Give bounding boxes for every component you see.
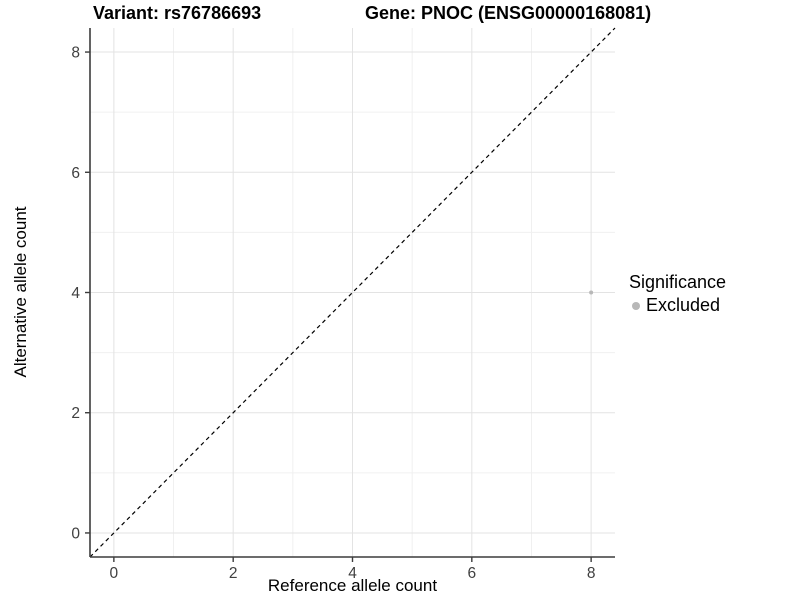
plot-title-gene: Gene: PNOC (ENSG00000168081) <box>365 3 652 23</box>
x-tick-label: 0 <box>110 565 119 582</box>
y-tick-label: 4 <box>71 285 80 302</box>
y-axis-title: Alternative allele count <box>11 206 30 378</box>
legend-title: Significance <box>629 272 727 292</box>
y-tick-label: 6 <box>71 165 80 182</box>
data-point <box>589 290 594 295</box>
x-tick-label: 8 <box>587 565 596 582</box>
legend-key-dot-icon <box>632 301 640 310</box>
x-tick-label: 6 <box>468 565 477 582</box>
y-tick-label: 8 <box>71 45 80 62</box>
legend-item-excluded: Excluded <box>629 295 726 316</box>
x-axis-title: Reference allele count <box>267 576 438 595</box>
x-tick-label: 4 <box>348 565 357 582</box>
x-tick-label: 2 <box>229 565 238 582</box>
y-tick-label: 2 <box>71 405 80 422</box>
y-tick-label: 0 <box>71 525 80 542</box>
legend-item-label: Excluded <box>646 295 721 315</box>
plot-title-variant: Variant: rs76786693 <box>93 3 262 23</box>
legend: Significance Excluded <box>629 272 726 316</box>
